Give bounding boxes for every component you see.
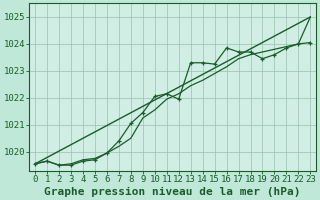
X-axis label: Graphe pression niveau de la mer (hPa): Graphe pression niveau de la mer (hPa) xyxy=(44,186,301,197)
